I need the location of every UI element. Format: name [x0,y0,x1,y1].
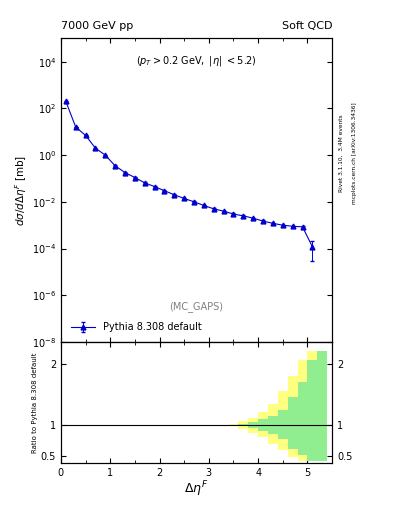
Text: 7000 GeV pp: 7000 GeV pp [61,21,133,31]
Text: mcplots.cern.ch [arXiv:1306.3436]: mcplots.cern.ch [arXiv:1306.3436] [352,103,357,204]
Text: $(p_T > 0.2\ \mathrm{GeV},\ |\eta|\ < 5.2)$: $(p_T > 0.2\ \mathrm{GeV},\ |\eta|\ < 5.… [136,54,257,68]
Text: Soft QCD: Soft QCD [282,21,332,31]
Y-axis label: Ratio to Pythia 8.308 default: Ratio to Pythia 8.308 default [32,352,38,453]
Text: (MC_GAPS): (MC_GAPS) [169,301,224,312]
Legend: Pythia 8.308 default: Pythia 8.308 default [66,317,206,337]
X-axis label: $\Delta\eta^{F}$: $\Delta\eta^{F}$ [184,480,209,499]
Y-axis label: $d\sigma/d\Delta\eta^{F}$ [mb]: $d\sigma/d\Delta\eta^{F}$ [mb] [13,155,29,226]
Text: Rivet 3.1.10,  3.4M events: Rivet 3.1.10, 3.4M events [339,115,344,193]
